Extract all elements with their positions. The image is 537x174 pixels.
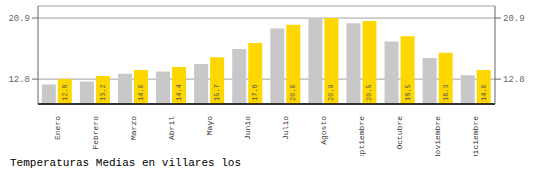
svg-text:14.4: 14.4 (175, 84, 183, 101)
svg-text:Octubre: Octubre (395, 116, 404, 150)
svg-text:20.0: 20.0 (289, 84, 297, 101)
svg-text:17.6: 17.6 (251, 84, 259, 101)
svg-text:12.8: 12.8 (61, 84, 69, 101)
svg-text:Febrero: Febrero (91, 116, 100, 150)
svg-text:Mayo: Mayo (205, 116, 214, 135)
svg-text:16.3: 16.3 (442, 84, 450, 101)
svg-text:Marzo: Marzo (129, 116, 138, 140)
svg-text:Junio: Junio (243, 116, 252, 140)
svg-text:12.8: 12.8 (8, 75, 30, 85)
svg-text:Diciembre: Diciembre (471, 116, 480, 156)
svg-text:20.9: 20.9 (503, 14, 525, 24)
html-text:Temperaturas Medias en villare: Temperaturas Medias en villares los (10, 157, 241, 169)
svg-text:13.2: 13.2 (99, 84, 107, 101)
svg-text:Septiembre: Septiembre (357, 116, 366, 156)
svg-text:20.9: 20.9 (8, 14, 30, 24)
svg-text:18.5: 18.5 (404, 84, 412, 101)
svg-text:Abril: Abril (167, 116, 176, 140)
svg-text:Enero: Enero (53, 116, 62, 140)
svg-text:15.7: 15.7 (213, 84, 221, 101)
svg-text:12.8: 12.8 (503, 75, 525, 85)
svg-text:14.0: 14.0 (137, 84, 145, 101)
svg-text:Agosto: Agosto (319, 116, 328, 145)
svg-text:Julio: Julio (281, 116, 290, 140)
svg-text:20.5: 20.5 (365, 84, 373, 101)
svg-text:20.9: 20.9 (327, 84, 335, 101)
svg-text:14.0: 14.0 (480, 84, 488, 101)
svg-text:Noviembre: Noviembre (433, 116, 442, 156)
